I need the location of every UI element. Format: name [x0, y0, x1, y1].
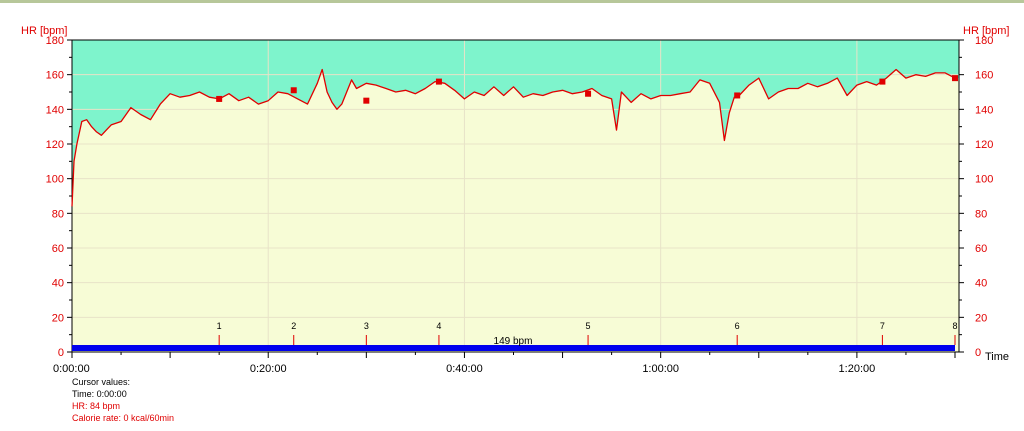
- lap-number-label: 8: [952, 321, 957, 331]
- right-y-tick-label: 80: [975, 208, 987, 220]
- right-y-tick-label: 40: [975, 278, 987, 290]
- right-y-tick-label: 0: [975, 347, 981, 359]
- average-hr-label: 149 bpm: [494, 336, 533, 347]
- x-tick-label: 1:00:00: [642, 363, 679, 375]
- lap-point-marker: [216, 95, 223, 102]
- right-y-axis-title: HR [bpm]: [963, 25, 1009, 37]
- right-y-tick-label: 20: [975, 312, 987, 324]
- right-y-tick-label: 180: [975, 35, 993, 47]
- left-y-tick-label: 0: [58, 347, 64, 359]
- x-tick-label: 0:20:00: [250, 363, 287, 375]
- lap-point-marker: [734, 92, 741, 99]
- lap-number-label: 6: [735, 321, 740, 331]
- left-y-tick-label: 160: [46, 70, 64, 82]
- right-y-tick-label: 160: [975, 70, 993, 82]
- left-y-tick-label: 120: [46, 139, 64, 151]
- duration-bar: [72, 345, 955, 351]
- x-tick-label: 0:40:00: [446, 363, 483, 375]
- lap-number-label: 3: [364, 321, 369, 331]
- lap-number-label: 1: [217, 321, 222, 331]
- lap-number-label: 7: [880, 321, 885, 331]
- left-y-tick-label: 40: [52, 278, 64, 290]
- left-y-tick-label: 60: [52, 243, 64, 255]
- lap-number-label: 4: [436, 321, 441, 331]
- cursor-calorie-rate: Calorie rate: 0 kcal/60min: [72, 413, 175, 423]
- lap-point-marker: [952, 75, 958, 82]
- lap-number-label: 2: [291, 321, 296, 331]
- right-y-tick-label: 60: [975, 243, 987, 255]
- cursor-hr: HR: 84 bpm: [72, 401, 121, 411]
- cursor-heading: Cursor values:: [72, 377, 131, 387]
- left-y-tick-label: 140: [46, 104, 64, 116]
- lap-number-label: 5: [586, 321, 591, 331]
- top-rule: [0, 0, 1024, 3]
- lap-point-marker: [585, 90, 592, 97]
- lap-point-marker: [290, 87, 297, 94]
- right-y-tick-label: 140: [975, 104, 993, 116]
- right-y-tick-label: 100: [975, 174, 993, 186]
- x-axis-title: Time: [985, 351, 1009, 363]
- cursor-time: Time: 0:00:00: [72, 389, 127, 399]
- left-y-tick-label: 80: [52, 208, 64, 220]
- left-y-tick-label: 20: [52, 312, 64, 324]
- left-y-tick-label: 180: [46, 35, 64, 47]
- hr-line: [71, 68, 956, 207]
- cursor-values-panel: Cursor values: Time: 0:00:00 HR: 84 bpm …: [72, 376, 174, 424]
- x-tick-label: 0:00:00: [53, 363, 90, 375]
- left-y-axis-title: HR [bpm]: [21, 25, 67, 37]
- lap-point-marker: [363, 97, 370, 104]
- right-y-tick-label: 120: [975, 139, 993, 151]
- lap-point-marker: [435, 78, 442, 85]
- left-y-tick-label: 100: [46, 174, 64, 186]
- lap-point-marker: [879, 78, 886, 85]
- upper-zone-fill: [72, 40, 959, 207]
- x-tick-label: 1:20:00: [839, 363, 876, 375]
